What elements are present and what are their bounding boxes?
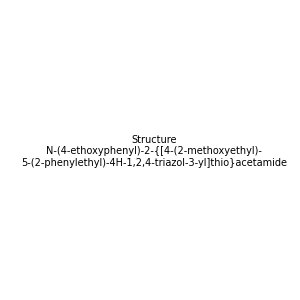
Text: Structure
N-(4-ethoxyphenyl)-2-{[4-(2-methoxyethyl)-
5-(2-phenylethyl)-4H-1,2,4-: Structure N-(4-ethoxyphenyl)-2-{[4-(2-me…	[21, 135, 287, 168]
